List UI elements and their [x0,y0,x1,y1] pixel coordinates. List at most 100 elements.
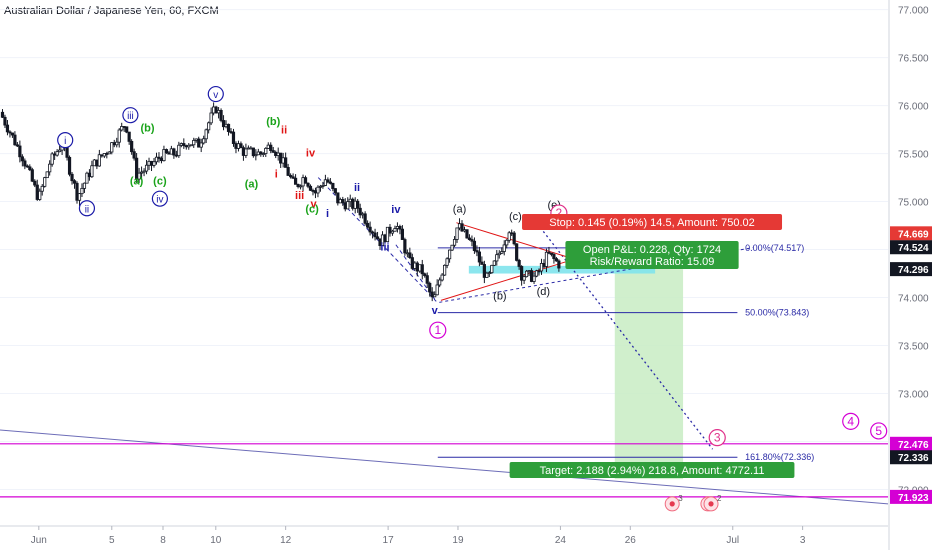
candle-body [420,264,424,275]
wave-label: ii [281,125,287,137]
candle-body [532,275,536,282]
candle-body [413,262,417,269]
candle-body [500,251,504,254]
candle-body [50,153,54,165]
candle-body [172,148,176,156]
candle-body [524,270,529,278]
candle-body [455,227,459,240]
candle-body [221,120,226,128]
target-box[interactable] [509,462,795,478]
event-marker-dot [669,501,675,507]
candle-body [125,126,129,133]
wave-label: (a) [245,178,259,190]
wave-label: i [326,208,329,220]
candle-body [331,182,335,189]
candle-body [515,243,519,261]
wave-label-circle [207,85,224,103]
candle-body [539,263,544,272]
candle-body [321,185,325,187]
candle-body [470,239,474,242]
candle-body [162,149,166,162]
candle-body [127,131,131,142]
candle-body [110,142,114,153]
candle-body [120,126,124,131]
triangle-lower-line[interactable] [440,260,569,301]
candle-body [351,198,355,209]
candle-body [219,110,223,121]
support-zone[interactable] [468,265,656,274]
candle-body [477,251,481,263]
candle-body [87,172,92,178]
candle-body [167,152,171,155]
y-tick-label: 74.000 [898,294,929,305]
candle-body [241,147,246,156]
long-trend-line[interactable] [0,429,889,505]
candle-body [0,111,5,118]
candle-body [229,131,233,133]
candle-body [410,257,414,269]
candle-body [497,252,501,256]
candle-body [55,151,59,156]
candle-body [353,200,357,209]
candle-body [40,185,44,192]
candle-body [28,166,32,171]
candle-body [271,150,275,153]
candle-body [92,159,96,167]
channel-line[interactable] [317,177,437,302]
target-box-text: Target: 2.188 (2.94%) 218.8, Amount: 477… [540,465,765,477]
candle-body [189,144,193,147]
price-label-bg [890,262,932,277]
candle-body [423,273,427,277]
price-label-bg [890,226,932,241]
candle-body [269,144,273,151]
candle-body [457,223,462,229]
candle-body [542,263,546,267]
candle-body [368,226,372,233]
candle-body [33,180,37,186]
price-label-bg [890,489,932,504]
wave-label: (b) [493,291,506,303]
profit-zone[interactable] [614,269,684,480]
triangle-upper-line[interactable] [456,222,569,258]
candle-body [450,244,454,251]
wave-label-circle [78,200,96,217]
candle-body [480,261,484,265]
candle-body [67,156,72,175]
x-tick-label: 8 [160,535,166,546]
candle-body [216,110,221,114]
candle-body [256,151,260,156]
candle-body [405,252,409,255]
wave-label: (a) [453,203,466,215]
candle-body [276,152,280,156]
wave-label: 1 [434,323,441,337]
candle-body [152,161,156,166]
candle-body [517,260,521,267]
candle-body [375,236,380,240]
stop-box[interactable] [522,214,783,230]
candle-body [460,223,464,232]
event-marker-dot [708,501,714,507]
candle-body [343,202,347,210]
candle-body [323,179,327,186]
candle-body [177,144,181,157]
candle-body [510,232,514,235]
candle-body [443,264,447,276]
candle-body [296,183,300,187]
candle-body [236,143,241,149]
candle-body [400,228,404,240]
candle-body [293,177,298,185]
candle-body [284,157,288,168]
chart-title: Australian Dollar / Japanese Yen, 60, FX… [4,5,219,17]
pnl-box[interactable] [565,241,739,269]
candle-body [157,156,161,159]
candle-body [259,151,263,155]
wave-label: iv [391,204,401,216]
candle-body [214,106,218,114]
wave-label: (c) [509,211,522,223]
candle-body [554,258,558,262]
wave-label-circle [57,132,74,149]
candle-body [301,177,305,187]
candle-body [505,239,509,246]
price-label-bg [890,240,932,255]
